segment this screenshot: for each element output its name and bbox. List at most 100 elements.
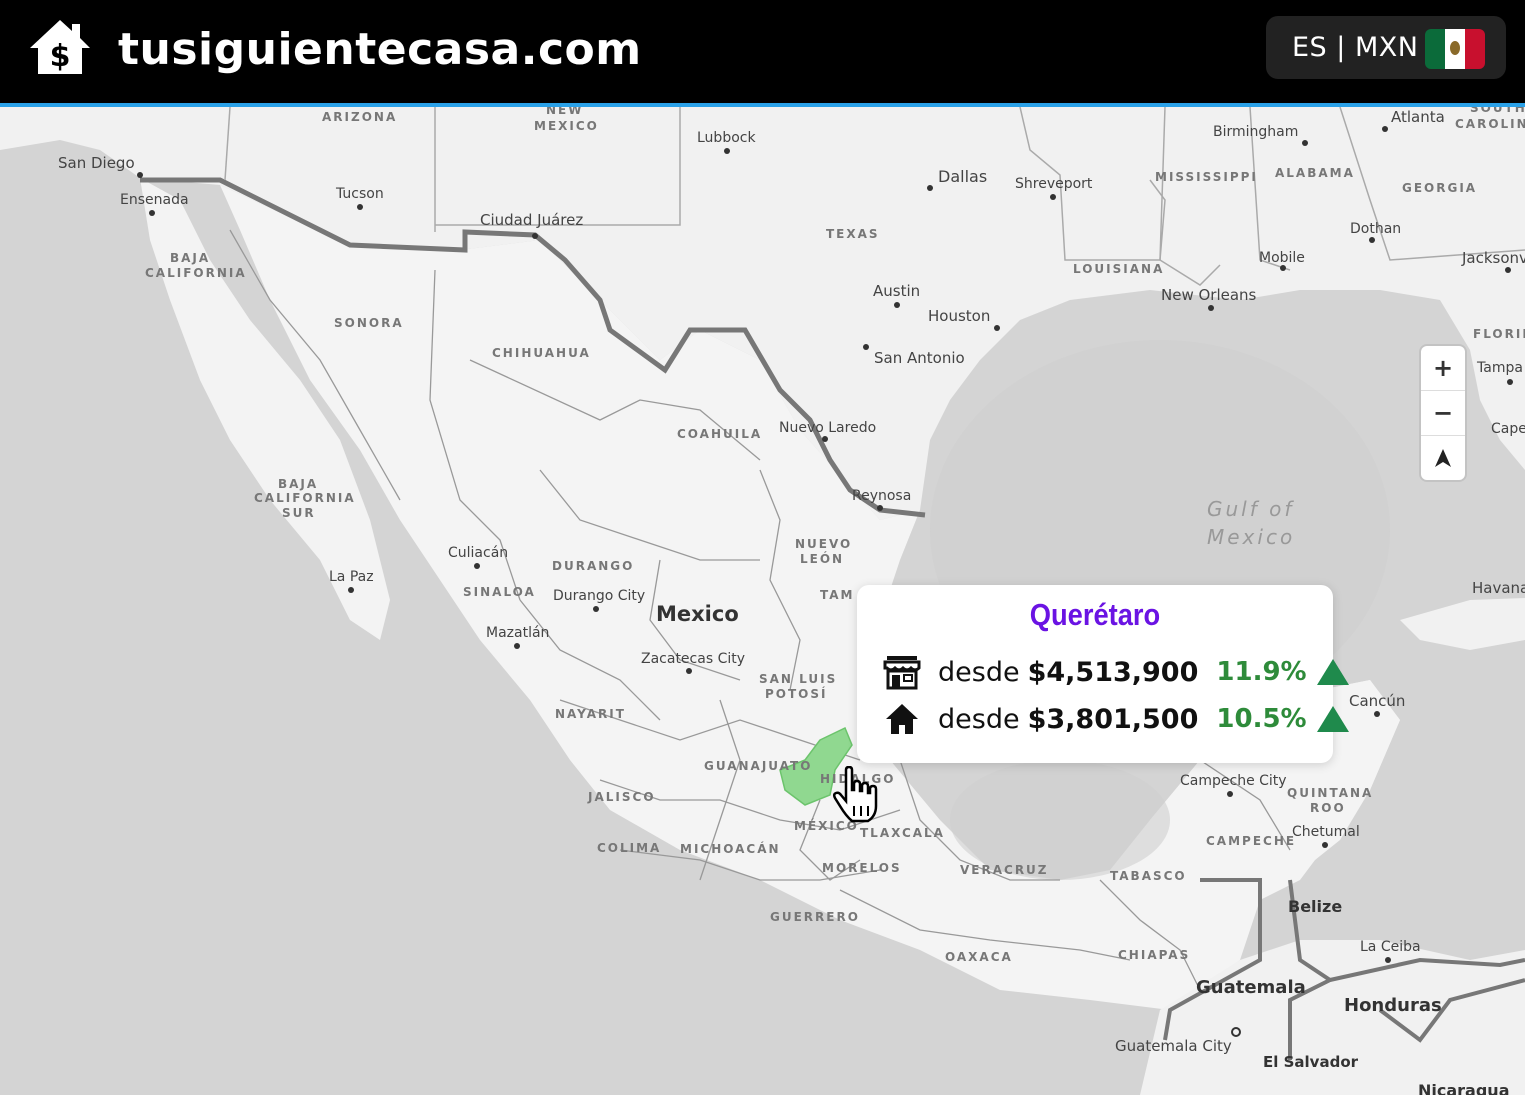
- city-label: New Orleans: [1161, 286, 1257, 304]
- price-prefix: desde: [938, 703, 1020, 735]
- state-label: SUR: [282, 506, 316, 520]
- state-label: MORELOS: [822, 861, 902, 875]
- city-label: Mazatlán: [486, 625, 550, 641]
- state-label: DURANGO: [552, 559, 635, 573]
- country-label: Nicaragua: [1418, 1081, 1510, 1095]
- state-label: CALIFORNIA: [145, 266, 247, 280]
- state-label: CHIAPAS: [1118, 948, 1191, 962]
- price-value: $3,801,500: [1027, 703, 1199, 735]
- state-label: CAMPECHE: [1206, 834, 1297, 848]
- zoom-in-button[interactable]: +: [1421, 346, 1465, 391]
- hand-pointer-cursor-icon: [832, 766, 878, 823]
- city-label: Mobile: [1259, 250, 1305, 266]
- state-label: GUERRERO: [770, 910, 860, 924]
- state-label: JALISCO: [588, 790, 656, 804]
- state-label: SONORA: [334, 316, 404, 330]
- country-label: Belize: [1288, 897, 1343, 916]
- state-label: COLIMA: [597, 841, 662, 855]
- city-label: Durango City: [553, 588, 646, 604]
- state-label: BAJA: [170, 251, 211, 265]
- city-label: Cape: [1491, 421, 1525, 437]
- sea-label: Gulf of: [1207, 497, 1295, 521]
- city-label: San Antonio: [874, 349, 965, 367]
- price-row-residential: desde $3,801,500 10.5%: [883, 699, 1349, 739]
- svg-text:$: $: [50, 39, 71, 74]
- price-value: $4,513,900: [1027, 656, 1199, 688]
- state-label: ALABAMA: [1275, 166, 1355, 180]
- zoom-out-button[interactable]: −: [1421, 391, 1465, 436]
- city-label: Ensenada: [120, 192, 189, 208]
- city-label: Houston: [928, 307, 991, 325]
- price-prefix: desde: [938, 656, 1020, 688]
- state-label: MEXICO: [534, 119, 599, 133]
- state-label: CALIFORNIA: [254, 491, 356, 505]
- price-change: 10.5%: [1216, 704, 1307, 734]
- state-label: MICHOACÁN: [680, 842, 781, 856]
- state-label: CHIHUAHUA: [492, 346, 591, 360]
- state-label: POTOSÍ: [765, 687, 828, 701]
- compass-button[interactable]: [1421, 436, 1465, 480]
- state-label: FLORID: [1473, 327, 1525, 341]
- city-label: Ciudad Juárez: [480, 211, 584, 229]
- state-label: SOUTH: [1470, 107, 1525, 115]
- up-triangle-icon: [1316, 706, 1349, 732]
- state-label: SINALOA: [463, 585, 536, 599]
- country-label: El Salvador: [1263, 1053, 1359, 1071]
- city-label: Culiacán: [448, 545, 509, 561]
- city-label: Reynosa: [852, 488, 912, 504]
- state-label: QUINTANA: [1287, 786, 1374, 800]
- city-label: La Ceiba: [1360, 939, 1421, 955]
- city-label: Havana: [1472, 579, 1525, 597]
- compass-arrow-icon: [1435, 449, 1451, 467]
- city-label: Zacatecas City: [641, 651, 746, 667]
- country-label: Honduras: [1344, 995, 1442, 1016]
- city-label: Austin: [873, 282, 921, 300]
- city-label: Shreveport: [1015, 176, 1093, 192]
- state-label: TAM: [820, 588, 855, 602]
- state-label: NUEVO: [795, 537, 853, 551]
- state-label: ROO: [1310, 801, 1346, 815]
- country-label: Guatemala: [1196, 977, 1306, 998]
- queretaro-region[interactable]: [779, 726, 853, 806]
- region-title: Querétaro: [1029, 597, 1161, 632]
- city-label: Campeche City: [1180, 773, 1287, 789]
- state-label: ARIZONA: [322, 110, 398, 124]
- state-label: SAN LUIS: [759, 672, 838, 686]
- city-label: Dallas: [938, 167, 988, 186]
- state-label: OAXACA: [945, 950, 1013, 964]
- city-label: Birmingham: [1213, 124, 1299, 140]
- state-label: TEXAS: [826, 227, 880, 241]
- price-row-commercial: desde $4,513,900 11.9%: [883, 652, 1349, 692]
- state-label: TLAXCALA: [860, 826, 945, 840]
- up-triangle-icon: [1316, 659, 1349, 685]
- site-title[interactable]: tusiguientecasa.com: [118, 24, 642, 75]
- city-label: Tampa: [1477, 360, 1523, 376]
- city-label: Nuevo Laredo: [779, 420, 877, 436]
- city-label: Tucson: [336, 186, 384, 202]
- sea-label: Mexico: [1207, 525, 1296, 549]
- house-dollar-icon[interactable]: $: [28, 18, 92, 76]
- state-label: LOUISIANA: [1073, 262, 1165, 276]
- state-label: MISSISSIPPI: [1155, 170, 1258, 184]
- state-label: CAROLINA: [1455, 117, 1525, 131]
- city-label: Lubbock: [697, 130, 756, 146]
- mexico-flag-icon: [1425, 29, 1485, 69]
- city-label: Atlanta: [1391, 108, 1445, 126]
- city-label: Dothan: [1350, 221, 1402, 237]
- state-label: GUANAJUATO: [704, 759, 813, 773]
- city-label: La Paz: [329, 569, 374, 585]
- country-label: Mexico: [656, 602, 739, 626]
- city-label: San Diego: [58, 154, 135, 172]
- locale-label: ES | MXN: [1292, 32, 1419, 63]
- city-label: Jacksonv: [1462, 249, 1525, 267]
- state-label: MÉXICO: [794, 819, 859, 833]
- store-icon: [883, 656, 921, 690]
- top-bar: $ tusiguientecasa.com ES | MXN: [0, 0, 1525, 107]
- map-zoom-controls: + −: [1421, 346, 1465, 480]
- state-label: GEORGIA: [1402, 181, 1478, 195]
- state-label: VERACRUZ: [960, 863, 1049, 877]
- state-label: HIDALGO: [820, 772, 896, 786]
- price-change: 11.9%: [1216, 657, 1307, 687]
- city-label: Cancún: [1349, 692, 1406, 710]
- region-tooltip: Querétaro desde $4,513,900 11.9% desde $…: [857, 585, 1349, 763]
